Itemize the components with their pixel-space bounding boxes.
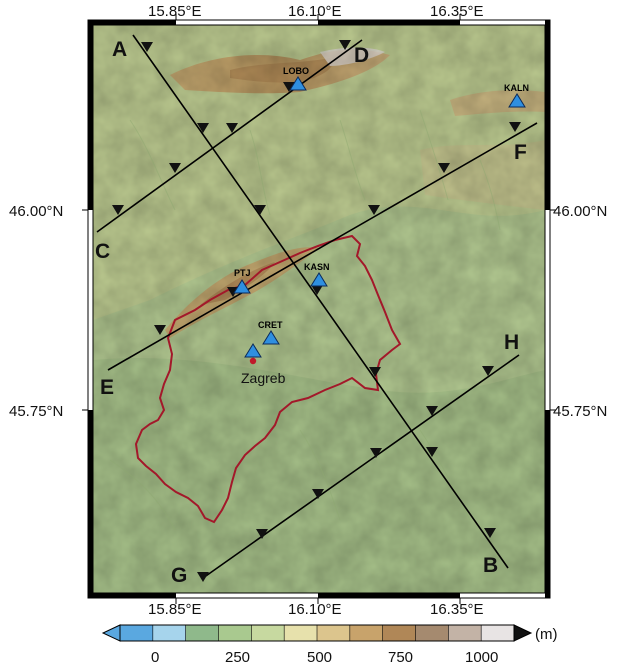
colorbar-segment: [349, 624, 384, 642]
colorbar-segment: [415, 624, 450, 642]
station-kasn-label: KASN: [304, 262, 330, 272]
profile-line-g-h: [202, 354, 520, 579]
colorbar-segment: [448, 624, 482, 642]
x-tick-bottom-3: 16.35°E: [430, 601, 484, 618]
seismic-stations: LOBO KALN PTJ KASN CRET: [233, 66, 529, 358]
station-kaln-label: KALN: [504, 83, 529, 93]
profile-line-c-d: [96, 39, 363, 233]
profile-point: [169, 163, 181, 173]
profile-line-a-b: [132, 34, 509, 569]
x-tick-top-1: 15.85°E: [148, 3, 202, 20]
profile-point: [254, 205, 266, 215]
station-kasn-marker: [310, 272, 328, 287]
colorbar-segment: [152, 624, 187, 642]
profile-point: [141, 42, 153, 52]
profile-point: [311, 285, 323, 295]
y-tick-right-1: 46.00°N: [553, 203, 607, 220]
elevation-colorbar: 0 250 500 750 1000 (m): [101, 624, 558, 666]
colorbar-segment: [218, 624, 253, 642]
station-cret-label: CRET: [258, 320, 283, 330]
colorbar-tick-1000: 1000: [465, 649, 498, 666]
y-tick-left-2: 45.75°N: [9, 403, 63, 420]
profile-point: [426, 447, 438, 457]
x-tick-top-2: 16.10°E: [288, 3, 342, 20]
station-lobo-marker: [289, 76, 307, 91]
profile-point: [112, 205, 124, 215]
profile-label-g: G: [171, 564, 187, 587]
profile-labels: A B C D E F G H: [95, 38, 527, 587]
profile-point: [283, 82, 295, 92]
profile-point: [426, 406, 438, 416]
profile-label-e: E: [100, 376, 114, 399]
x-tick-bottom-2: 16.10°E: [288, 601, 342, 618]
profile-label-b: B: [483, 554, 498, 577]
profile-point: [484, 528, 496, 538]
profile-point: [312, 489, 324, 499]
profile-label-a: A: [112, 38, 127, 61]
colorbar-segments: [119, 624, 515, 642]
profile-point: [256, 529, 268, 539]
profile-label-c: C: [95, 240, 110, 263]
station-ptj-marker: [233, 279, 251, 294]
profile-label-f: F: [514, 141, 527, 164]
x-tick-top-3: 16.35°E: [430, 3, 484, 20]
profile-label-h: H: [504, 331, 519, 354]
colorbar-unit: (m): [535, 626, 558, 643]
colorbar-tick-750: 750: [388, 649, 413, 666]
x-tick-bottom-1: 15.85°E: [148, 601, 202, 618]
colorbar-tick-250: 250: [225, 649, 250, 666]
station-lobo-label: LOBO: [283, 66, 309, 76]
profile-point: [482, 366, 494, 376]
profile-point: [154, 325, 166, 335]
profile-point: [370, 448, 382, 458]
zagreb-city-marker: [249, 357, 257, 365]
y-tick-right-2: 45.75°N: [553, 403, 607, 420]
zagreb-label: Zagreb: [241, 370, 286, 386]
profile-point: [197, 123, 209, 133]
colorbar-segment: [480, 624, 515, 642]
profile-line-e-f: [107, 122, 538, 371]
profile-point: [509, 122, 521, 132]
profile-points: [112, 40, 521, 582]
station-ptj-label: PTJ: [234, 268, 251, 278]
profile-point: [197, 572, 209, 582]
colorbar-right-arrow: [513, 624, 533, 642]
station-unlabeled-marker: [244, 343, 262, 358]
colorbar-segment: [382, 624, 417, 642]
profile-point: [368, 205, 380, 215]
map-frame: [82, 14, 556, 604]
colorbar-segment: [119, 624, 154, 642]
station-kaln-marker: [508, 93, 526, 108]
profile-label-d: D: [354, 44, 369, 67]
colorbar-tick-500: 500: [307, 649, 332, 666]
colorbar-tick-0: 0: [151, 649, 159, 666]
colorbar-segment: [283, 624, 318, 642]
profile-lines: [96, 34, 538, 579]
station-cret-marker: [262, 330, 280, 345]
y-tick-left-1: 46.00°N: [9, 203, 63, 220]
colorbar-segment: [185, 624, 220, 642]
profile-point: [226, 123, 238, 133]
colorbar-left-arrow: [101, 624, 121, 642]
colorbar-segment: [316, 624, 351, 642]
zagreb-city-boundary: [134, 234, 402, 524]
terrain-map: [93, 25, 545, 593]
profile-point: [438, 163, 450, 173]
axis-labels: 15.85°E 16.10°E 16.35°E 15.85°E 16.10°E …: [9, 3, 607, 618]
colorbar-outline: [119, 624, 515, 642]
profile-point: [339, 40, 351, 50]
colorbar-segment: [251, 624, 285, 642]
profile-point: [369, 367, 381, 377]
